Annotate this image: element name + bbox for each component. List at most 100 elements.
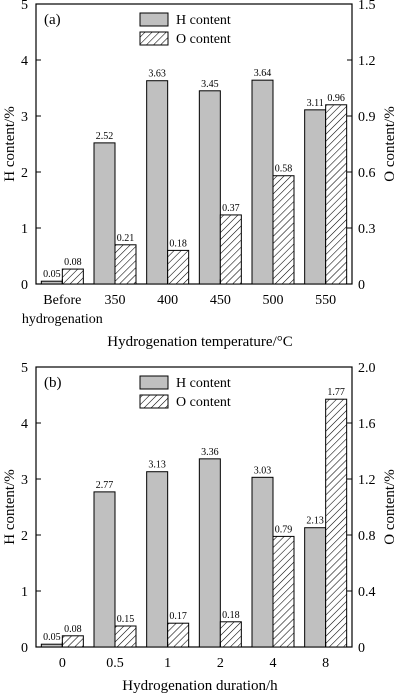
bar-value-label-o: 0.08 bbox=[64, 624, 82, 635]
bar-value-label-o: 0.79 bbox=[275, 524, 293, 535]
legend-label-o: O content bbox=[176, 395, 231, 410]
y-right-tick-label: 0.4 bbox=[358, 585, 376, 600]
y-right-tick-label: 0.9 bbox=[358, 110, 376, 125]
y-left-tick-label: 4 bbox=[21, 54, 28, 69]
bar-o-content bbox=[325, 104, 348, 285]
bar-h-content bbox=[40, 280, 63, 285]
bar-o-content bbox=[61, 635, 84, 648]
bar-h-content bbox=[304, 109, 327, 285]
y-left-tick-label: 3 bbox=[21, 473, 28, 488]
bar-value-label-o: 0.96 bbox=[327, 93, 345, 104]
legend-label-h: H content bbox=[176, 13, 231, 28]
panel-a: 01234500.30.60.91.21.50.050.08Beforehydr… bbox=[2, 0, 398, 350]
bar-h-content bbox=[93, 491, 116, 648]
bar-value-label-h: 0.05 bbox=[43, 269, 61, 280]
bar-o-content bbox=[114, 244, 137, 285]
panel-label: (b) bbox=[44, 375, 62, 391]
bar-value-label-h: 3.63 bbox=[148, 69, 166, 80]
bar-value-label-h: 2.52 bbox=[96, 131, 114, 142]
bar-value-label-o: 0.18 bbox=[222, 610, 240, 621]
y-right-tick-label: 1.2 bbox=[358, 473, 376, 488]
legend-label-o: O content bbox=[176, 32, 231, 47]
bar-value-label-h: 3.45 bbox=[201, 79, 219, 90]
bar-value-label-h: 3.13 bbox=[148, 460, 166, 471]
bar-value-label-h: 3.36 bbox=[201, 447, 219, 458]
bar-o-content bbox=[272, 535, 295, 648]
plot-frame bbox=[35, 366, 353, 648]
y-right-tick-label: 1.5 bbox=[358, 0, 376, 13]
bar-h-content bbox=[251, 476, 274, 648]
bar-value-label-h: 3.11 bbox=[307, 98, 324, 109]
legend-label-h: H content bbox=[176, 376, 231, 391]
bar-value-label-h: 3.03 bbox=[254, 465, 272, 476]
y-right-tick-label: 0 bbox=[358, 278, 365, 293]
x-tick-label: 4 bbox=[270, 656, 277, 671]
x-tick-label: 0 bbox=[59, 656, 66, 671]
bar-value-label-o: 0.15 bbox=[117, 614, 135, 625]
legend-swatch-h bbox=[139, 12, 169, 27]
x-tick-label: 450 bbox=[210, 293, 231, 308]
legend-swatch-o bbox=[139, 31, 169, 46]
bar-value-label-h: 3.64 bbox=[254, 68, 272, 79]
bar-h-content bbox=[146, 471, 169, 648]
x-tick-label: 8 bbox=[322, 656, 329, 671]
x-tick-label: 500 bbox=[263, 293, 284, 308]
y-left-tick-label: 0 bbox=[21, 641, 28, 656]
panel-label: (a) bbox=[44, 12, 61, 28]
y-left-tick-label: 1 bbox=[21, 585, 28, 600]
x-tick-label: hydrogenation bbox=[22, 312, 103, 327]
y-right-tick-label: 0.8 bbox=[358, 529, 376, 544]
y-right-tick-label: 1.2 bbox=[358, 54, 376, 69]
y-left-tick-label: 0 bbox=[21, 278, 28, 293]
y-right-axis-title: O content/% bbox=[382, 469, 398, 544]
bar-value-label-o: 0.58 bbox=[275, 164, 293, 175]
x-axis-title: Hydrogenation duration/h bbox=[122, 678, 278, 694]
y-right-tick-label: 1.6 bbox=[358, 417, 376, 432]
x-tick-label: 2 bbox=[217, 656, 224, 671]
x-tick-label: Before bbox=[43, 293, 81, 308]
x-axis-title: Hydrogenation temperature/°C bbox=[107, 334, 293, 350]
bar-o-content bbox=[167, 249, 190, 285]
y-right-tick-label: 0.6 bbox=[358, 166, 376, 181]
plot-frame bbox=[35, 3, 353, 285]
y-right-tick-label: 0.3 bbox=[358, 222, 376, 237]
bar-value-label-o: 0.08 bbox=[64, 257, 82, 268]
bar-h-content bbox=[251, 79, 274, 285]
legend-swatch-o bbox=[139, 394, 169, 409]
bar-o-content bbox=[219, 621, 242, 648]
y-left-tick-label: 2 bbox=[21, 166, 28, 181]
bar-o-content bbox=[219, 214, 242, 285]
x-tick-label: 350 bbox=[105, 293, 126, 308]
bar-h-content bbox=[304, 527, 327, 648]
bar-h-content bbox=[93, 142, 116, 285]
y-left-tick-label: 5 bbox=[21, 0, 28, 13]
bar-o-content bbox=[114, 625, 137, 648]
panel-b: 0 1 2 3 4 5 0 0.4 0.8 1.2 1.6 2.0 0.050.08 0 2.77 0.15 0… bbox=[2, 361, 398, 694]
y-right-tick-label: 2.0 bbox=[358, 361, 376, 376]
bar-value-label-o: 0.17 bbox=[169, 611, 187, 622]
x-tick-label: 1 bbox=[164, 656, 171, 671]
x-tick-label: 400 bbox=[157, 293, 178, 308]
legend-swatch-h bbox=[139, 375, 169, 390]
y-left-tick-label: 5 bbox=[21, 361, 28, 376]
y-left-tick-label: 3 bbox=[21, 110, 28, 125]
bar-value-label-h: 2.77 bbox=[96, 480, 114, 491]
y-left-tick-label: 2 bbox=[21, 529, 28, 544]
bar-value-label-h: 2.13 bbox=[306, 516, 324, 527]
y-left-tick-label: 4 bbox=[21, 417, 28, 432]
y-right-axis-title: O content/% bbox=[382, 106, 398, 181]
y-left-axis-title: H content/% bbox=[2, 106, 18, 181]
y-left-tick-label: 1 bbox=[21, 222, 28, 237]
bar-h-content bbox=[198, 458, 221, 648]
bar-value-label-o: 0.18 bbox=[169, 238, 187, 249]
bar-h-content bbox=[40, 643, 63, 648]
y-right-tick-label: 0 bbox=[358, 641, 365, 656]
bar-o-content bbox=[272, 175, 295, 285]
bar-o-content bbox=[61, 268, 84, 285]
y-left-axis-title: H content/% bbox=[2, 469, 18, 544]
bar-value-label-o: 0.37 bbox=[222, 203, 240, 214]
bar-o-content bbox=[325, 398, 348, 648]
bar-value-label-o: 1.77 bbox=[327, 387, 345, 398]
bar-h-content bbox=[198, 90, 221, 285]
